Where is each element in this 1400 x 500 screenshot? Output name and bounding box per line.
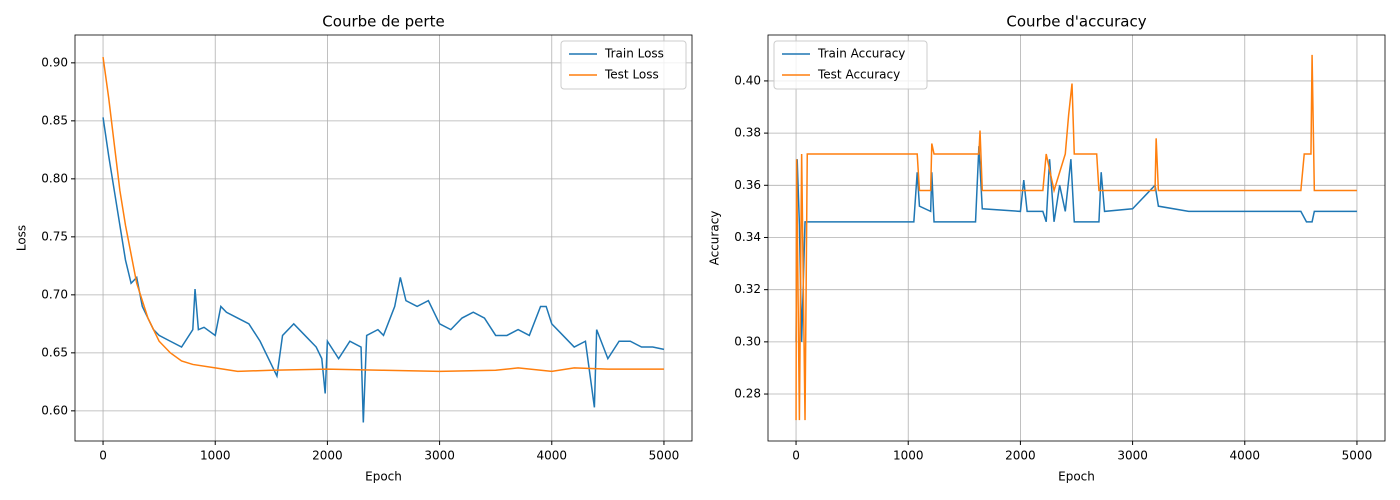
x-tick-label: 4000 [536,449,567,463]
y-tick-label: 0.34 [734,230,761,244]
y-axis-label: Accuracy [708,211,722,266]
subplot: 0 1000 2000 3000 4000 5000 0.28 0.30 0.32 0.34 0.3… [708,13,1386,484]
axes-frame [74,34,693,442]
y-tick-label: 0.80 [41,171,68,185]
y-tick-label: 0.60 [41,403,68,417]
y-tick-label: 0.28 [734,387,761,401]
y-tick-label: 0.70 [41,287,68,301]
legend-label: Test Accuracy [817,68,900,82]
legend-label: Train Accuracy [817,47,905,61]
y-tick-label: 0.38 [734,126,761,140]
chart-title: Courbe de perte [322,13,444,31]
x-tick-label: 2000 [312,449,343,463]
x-tick-label: 5000 [1342,449,1373,463]
series-line [795,146,1357,342]
x-tick-label: 2000 [1005,449,1036,463]
legend-label: Test Loss [604,68,659,82]
y-tick-label: 0.90 [41,55,68,69]
series-line [795,54,1357,421]
y-axis-label: Loss [15,225,29,251]
legend: Train Loss Test Loss [560,40,687,90]
series-line [102,117,665,423]
x-tick-label: 3000 [424,449,455,463]
x-axis-label: Epoch [1058,470,1095,484]
y-tick-label: 0.40 [734,73,761,87]
y-tick-label: 0.85 [41,113,68,127]
y-tick-label: 0.30 [734,334,761,348]
x-tick-label: 1000 [200,449,231,463]
x-axis-label: Epoch [365,470,402,484]
series-line [102,56,664,373]
x-tick-label: 1000 [893,449,924,463]
legend-box [560,40,687,90]
subplot: 0 1000 2000 3000 4000 5000 0.60 0.65 0.70 0.75 0.8… [15,13,693,484]
y-tick-label: 0.65 [41,345,68,359]
x-tick-label: 0 [99,449,107,463]
legend-box [773,40,928,90]
axes-frame [767,34,1386,442]
y-tick-label: 0.75 [41,229,68,243]
y-tick-label: 0.32 [734,282,761,296]
x-tick-label: 0 [792,449,800,463]
y-tick-label: 0.36 [734,178,761,192]
chart-title: Courbe d'accuracy [1006,13,1146,31]
x-tick-label: 4000 [1229,449,1260,463]
x-tick-label: 3000 [1117,449,1148,463]
x-tick-label: 5000 [649,449,680,463]
legend-label: Train Loss [604,47,664,61]
legend: Train Accuracy Test Accuracy [773,40,928,90]
